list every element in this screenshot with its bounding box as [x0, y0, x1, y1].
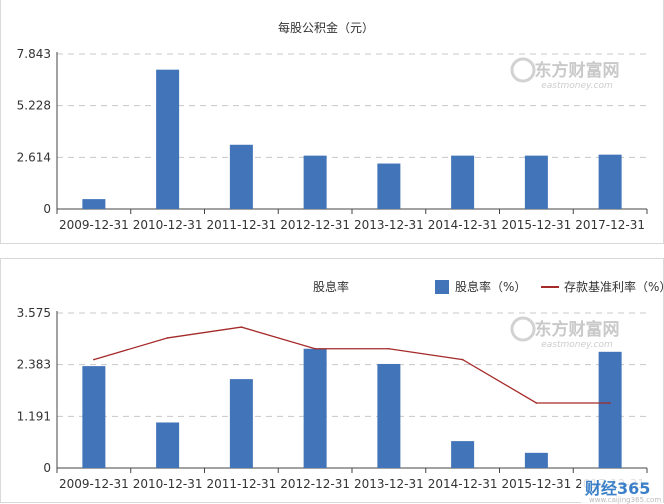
- line-point: [314, 347, 316, 350]
- x-tick-label: 2013-12-31: [354, 477, 424, 491]
- bar: [377, 163, 401, 209]
- y-tick-label: 3.575: [17, 306, 51, 320]
- x-tick-label: 2013-12-31: [354, 218, 424, 232]
- x-tick-label: 2011-12-31: [207, 218, 277, 232]
- watermark-logo-icon: [510, 316, 536, 342]
- line-point: [166, 337, 169, 339]
- legend-bar-label: 股息率（%）: [455, 279, 526, 294]
- x-tick-label: 2010-12-31: [133, 477, 203, 491]
- brand-text: 财经365: [584, 479, 650, 498]
- bar: [156, 422, 180, 468]
- y-tick-label: 2.614: [17, 150, 51, 164]
- bar: [451, 441, 475, 468]
- line-point: [609, 402, 611, 404]
- bar: [451, 155, 475, 209]
- line-point: [240, 326, 243, 328]
- chart-title: 每股公积金（元）: [278, 20, 374, 35]
- x-tick-label: 2011-12-31: [207, 477, 277, 491]
- watermark-cn: 东方财富网: [535, 60, 620, 81]
- legend-line-label: 存款基准利率（%）: [564, 279, 664, 294]
- legend: 股息率（%） 存款基准利率（%）: [435, 279, 664, 294]
- bar: [524, 452, 548, 468]
- bar: [598, 351, 622, 468]
- watermark-logo-icon: [510, 57, 536, 83]
- y-tick-label: 1.191: [17, 409, 51, 423]
- watermark-en: eastmoney.com: [541, 81, 613, 91]
- y-tick-label: 5.228: [17, 99, 51, 113]
- line-point: [461, 358, 464, 361]
- x-tick-label: 2015-12-31: [502, 218, 572, 232]
- reserve-per-share-chart: 每股公积金（元） 0 2.614 5.228 7.843 东方财富网eastmoney.c…: [17, 20, 648, 232]
- y-tick-label: 0: [43, 461, 51, 475]
- bar: [524, 155, 548, 209]
- bar: [156, 69, 180, 209]
- watermark-cn: 东方财富网: [535, 319, 620, 340]
- legend-bar-swatch: [435, 280, 449, 294]
- line-point: [535, 402, 538, 404]
- x-tick-label: 2015-12-31: [502, 477, 572, 491]
- bar: [82, 366, 106, 468]
- bar: [303, 155, 327, 209]
- bar: [229, 379, 253, 468]
- reserve-per-share-panel: 每股公积金（元） 0 2.614 5.228 7.843 东方财富网 eastmoney.c…: [0, 0, 664, 244]
- bar: [82, 199, 106, 209]
- x-tick-label: 2012-12-31: [280, 477, 350, 491]
- chart-title: 股息率: [313, 279, 349, 294]
- y-tick-label: 2.383: [17, 358, 51, 372]
- x-tick-label: 2009-12-31: [59, 477, 129, 491]
- brand-url: www.caijing365.com: [589, 496, 661, 504]
- watermark-en: eastmoney.com: [541, 340, 613, 350]
- x-tick-label: 2017-12-31: [575, 218, 645, 232]
- bar: [598, 154, 622, 209]
- bar: [303, 348, 327, 468]
- brand-backdrop: [581, 475, 663, 503]
- x-tick-label: 2014-12-31: [428, 477, 498, 491]
- y-tick-label: 7.843: [17, 47, 51, 61]
- x-tick-label: 2010-12-31: [133, 218, 203, 232]
- dividend-yield-panel: 股息率 0 1.191 2.383 3.575 东方财富网 eastmoney.com 200…: [0, 258, 664, 504]
- y-tick-label: 0: [43, 202, 51, 216]
- line-series: [93, 326, 611, 404]
- line-point: [93, 358, 95, 361]
- x-tick-label: 2014-12-31: [428, 218, 498, 232]
- x-tick-label: 2009-12-31: [59, 218, 129, 232]
- line-point: [388, 347, 390, 350]
- bar: [377, 363, 401, 468]
- bar: [229, 144, 253, 209]
- x-tick-label: 2012-12-31: [280, 218, 350, 232]
